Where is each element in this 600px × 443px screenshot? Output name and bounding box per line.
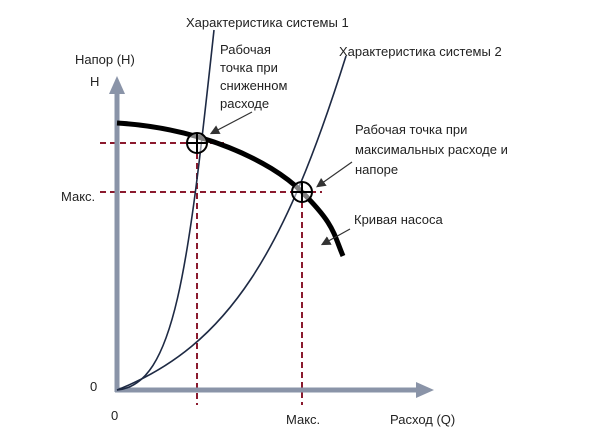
operating-points [186,132,313,203]
system-curve-2 [116,55,347,391]
label-line: точка при [220,60,278,75]
label-line: Рабочая [220,42,271,57]
label-line: расходе [220,96,269,111]
reduced-point-label: Рабочая точка при сниженном расходе [220,42,287,111]
x-zero: 0 [111,408,118,423]
x-max: Макс. [286,412,320,427]
label-line: максимальных расходе и [355,142,508,157]
label-line: Рабочая точка при [355,122,467,137]
label-line: напоре [355,162,398,177]
y-max: Макс. [61,189,95,204]
y-axis-label: Напор (Н) [75,52,135,67]
y-zero: 0 [90,379,97,394]
pointer-arrows [209,111,353,246]
max-point-label: Рабочая точка при максимальных расходе и… [355,122,508,177]
system-curve-1 [116,29,215,391]
system-1-label: Характеристика системы 1 [186,15,349,30]
label-line: сниженном [220,78,287,93]
system-2-label: Характеристика системы 2 [339,44,502,59]
x-axis-label: Расход (Q) [390,412,455,427]
pump-curve [116,120,346,257]
y-symbol: Н [90,74,99,89]
pump-curve-label: Кривая насоса [354,212,443,227]
axes [109,76,434,398]
